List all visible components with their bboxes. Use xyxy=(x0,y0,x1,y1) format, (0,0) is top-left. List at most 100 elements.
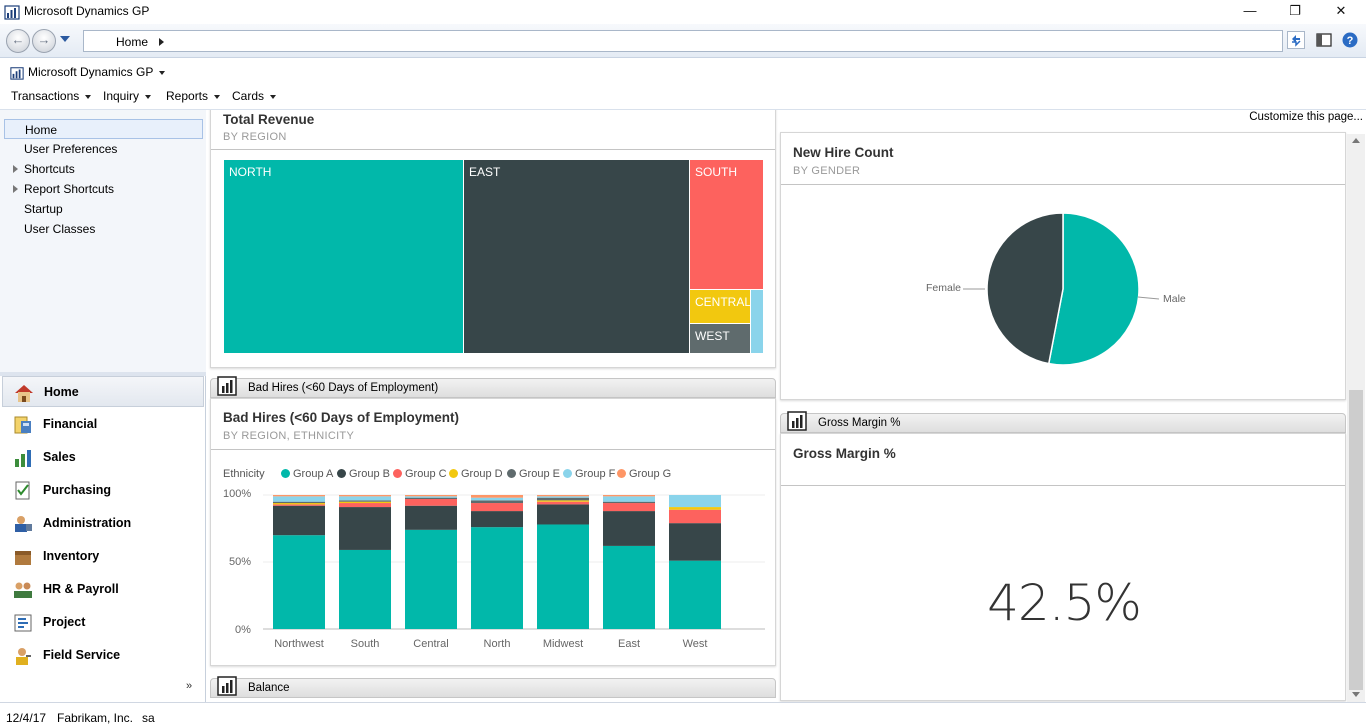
bar-north-group-a[interactable] xyxy=(471,527,523,629)
help-icon[interactable]: ? xyxy=(1341,31,1359,49)
legend-item[interactable]: Group C xyxy=(393,468,447,480)
nav-shortcuts[interactable]: Shortcuts xyxy=(4,159,203,179)
bar-north-group-g[interactable] xyxy=(471,495,523,498)
address-field[interactable]: Home xyxy=(83,30,1283,52)
bar-central-group-f[interactable] xyxy=(405,496,457,498)
bar-northwest-group-b[interactable] xyxy=(273,505,325,536)
module-financial[interactable]: Financial xyxy=(2,409,204,440)
pie-slice-male[interactable] xyxy=(1047,212,1140,366)
module-inventory[interactable]: Inventory xyxy=(2,541,204,572)
bar-northwest-group-c[interactable] xyxy=(273,504,325,506)
nav-user-classes[interactable]: User Classes xyxy=(24,222,96,236)
module-purchasing[interactable]: Purchasing xyxy=(2,475,204,506)
bar-north-group-b[interactable] xyxy=(471,511,523,528)
refresh-icon[interactable] xyxy=(1287,31,1305,49)
bar-central-group-c[interactable] xyxy=(405,499,457,506)
forward-button[interactable]: → xyxy=(32,29,56,53)
bar-east-group-f[interactable] xyxy=(603,496,655,502)
legend-item[interactable]: Group G xyxy=(617,468,671,480)
status-date[interactable]: 12/4/17 xyxy=(6,711,47,725)
bar-south-group-a[interactable] xyxy=(339,549,391,629)
bar-west-group-c[interactable] xyxy=(669,509,721,524)
module-field-service[interactable]: Field Service xyxy=(2,640,204,671)
module-project[interactable]: Project xyxy=(2,607,204,638)
breadcrumb-home[interactable]: Home xyxy=(116,35,149,49)
bar-midwest-group-d[interactable] xyxy=(537,500,589,502)
bar-midwest-group-c[interactable] xyxy=(537,501,589,505)
legend-item[interactable]: Group F xyxy=(563,468,615,480)
breadcrumb-arrow-icon[interactable] xyxy=(159,38,164,46)
bar-north-group-c[interactable] xyxy=(471,503,523,512)
bar-midwest-group-b[interactable] xyxy=(537,504,589,525)
nav-home[interactable]: Home xyxy=(4,119,203,139)
configure-buttons-icon[interactable]: » xyxy=(186,680,193,692)
bar-central-group-b[interactable] xyxy=(405,505,457,530)
treemap-tile-south[interactable]: SOUTH xyxy=(690,160,763,289)
module-sales[interactable]: Sales xyxy=(2,442,204,473)
bar-midwest-group-f[interactable] xyxy=(537,496,589,498)
restore-button[interactable]: ❐ xyxy=(1289,3,1301,18)
bar-midwest-group-e[interactable] xyxy=(537,497,589,501)
bar-east-group-c[interactable] xyxy=(603,503,655,512)
module-home[interactable]: Home xyxy=(2,376,204,407)
bar-northwest-group-d[interactable] xyxy=(273,503,325,505)
pane-splitter[interactable] xyxy=(0,372,206,376)
expand-arrow-icon[interactable] xyxy=(13,165,18,173)
treemap-tile-other[interactable] xyxy=(751,290,763,353)
treemap-tile-west[interactable]: WEST xyxy=(690,324,750,353)
history-dropdown-icon[interactable] xyxy=(60,36,70,42)
menu-transactions[interactable]: Transactions xyxy=(11,89,92,103)
legend-item[interactable]: Group D xyxy=(449,468,503,480)
bar-northwest-group-e[interactable] xyxy=(273,501,325,504)
status-company[interactable]: Fabrikam, Inc. xyxy=(57,711,134,725)
bad-hires-tab[interactable]: Bad Hires (<60 Days of Employment) xyxy=(210,376,776,398)
layout-icon[interactable] xyxy=(1315,31,1333,49)
bar-south-group-e[interactable] xyxy=(339,500,391,502)
bar-south-group-c[interactable] xyxy=(339,503,391,508)
pie-slice-female[interactable] xyxy=(986,212,1064,365)
legend-item[interactable]: Group E xyxy=(507,468,560,480)
bar-south-group-g[interactable] xyxy=(339,495,391,497)
vertical-scrollbar[interactable] xyxy=(1347,134,1365,702)
legend-item[interactable]: Group B xyxy=(337,468,390,480)
menu-inquiry[interactable]: Inquiry xyxy=(103,89,152,103)
treemap-tile-east[interactable]: EAST xyxy=(464,160,689,353)
nav-report-shortcuts[interactable]: Report Shortcuts xyxy=(4,179,203,199)
balance-tab[interactable]: Balance xyxy=(210,676,776,698)
treemap-tile-north[interactable]: NORTH xyxy=(224,160,463,353)
bar-northwest-group-a[interactable] xyxy=(273,535,325,629)
scroll-down-icon[interactable] xyxy=(1352,692,1360,697)
legend-item[interactable]: Group A xyxy=(281,468,333,480)
bar-east-group-e[interactable] xyxy=(603,501,655,504)
scroll-up-icon[interactable] xyxy=(1352,138,1360,143)
menu-cards[interactable]: Cards xyxy=(232,89,277,103)
bar-central-group-g[interactable] xyxy=(405,495,457,497)
bar-west-group-b[interactable] xyxy=(669,523,721,561)
gross-margin-tab[interactable]: Gross Margin % xyxy=(780,411,1346,433)
bar-midwest-group-a[interactable] xyxy=(537,524,589,629)
menu-reports[interactable]: Reports xyxy=(166,89,221,103)
nav-startup[interactable]: Startup xyxy=(24,202,63,216)
bar-west-group-f[interactable] xyxy=(669,495,721,508)
nav-user-preferences[interactable]: User Preferences xyxy=(24,142,118,156)
module-hr-payroll[interactable]: HR & Payroll xyxy=(2,574,204,605)
scrollbar-thumb[interactable] xyxy=(1349,390,1363,690)
bar-west-group-d[interactable] xyxy=(669,507,721,510)
bar-northwest-group-g[interactable] xyxy=(273,495,325,497)
customize-page-link[interactable]: Customize this page... xyxy=(1249,111,1363,123)
close-button[interactable]: ✕ xyxy=(1335,3,1347,18)
bar-north-group-e[interactable] xyxy=(471,500,523,504)
bar-east-group-a[interactable] xyxy=(603,545,655,629)
bar-central-group-e[interactable] xyxy=(405,497,457,500)
back-button[interactable]: ← xyxy=(6,29,30,53)
bar-west-group-a[interactable] xyxy=(669,560,721,629)
bar-east-group-g[interactable] xyxy=(603,495,655,497)
status-user[interactable]: sa xyxy=(142,711,155,725)
bar-midwest-group-g[interactable] xyxy=(537,495,589,497)
module-administration[interactable]: Administration xyxy=(2,508,204,539)
bar-central-group-a[interactable] xyxy=(405,529,457,629)
bar-south-group-d[interactable] xyxy=(339,501,391,504)
bar-north-group-f[interactable] xyxy=(471,497,523,501)
bar-south-group-b[interactable] xyxy=(339,507,391,550)
expand-arrow-icon[interactable] xyxy=(13,185,18,193)
